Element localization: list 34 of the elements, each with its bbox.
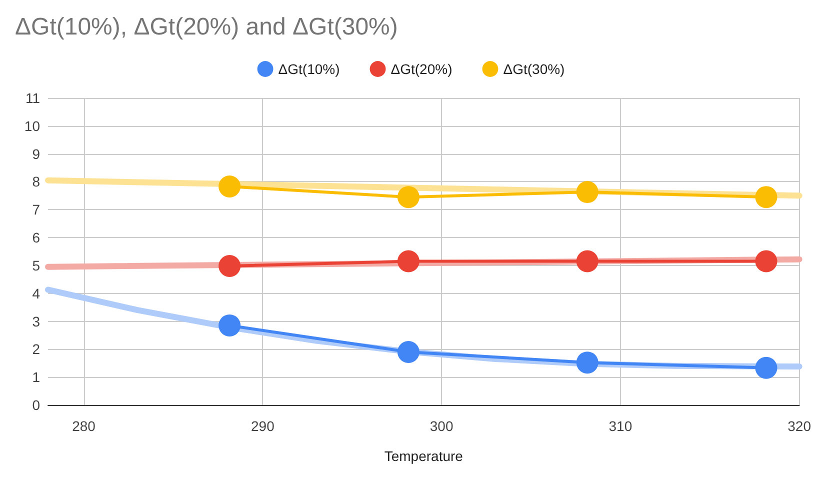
point: [218, 314, 241, 336]
x-tick-label: 280: [72, 418, 96, 434]
y-tick-label: 0: [32, 397, 40, 413]
point: [576, 352, 598, 374]
point: [576, 181, 598, 204]
x-tick-label: 310: [608, 418, 632, 434]
point: [218, 255, 241, 278]
y-tick-label: 10: [24, 118, 40, 134]
y-tick-label: 2: [32, 341, 40, 358]
legend-label: ΔGt(10%): [278, 61, 340, 77]
point: [397, 186, 420, 208]
point: [755, 186, 778, 208]
point: [397, 340, 420, 363]
y-tick-label: 8: [32, 174, 40, 190]
point: [755, 250, 778, 272]
y-tick-label: 1: [32, 369, 40, 386]
y-tick-label: 6: [32, 230, 40, 246]
y-tick-label: 5: [32, 257, 40, 274]
x-tick-label: 290: [250, 418, 275, 434]
x-tick-label: 320: [788, 418, 812, 434]
point: [576, 250, 598, 272]
point: [397, 250, 420, 272]
y-tick-label: 3: [32, 313, 40, 330]
x-axis-title: Temperature: [384, 448, 464, 464]
x-tick-label: 300: [430, 418, 454, 434]
y-tick-label: 11: [25, 90, 40, 106]
legend-label: ΔGt(20%): [390, 61, 452, 77]
y-tick-label: 9: [32, 146, 40, 162]
point: [218, 175, 241, 198]
y-tick-label: 7: [32, 202, 40, 218]
point: [755, 356, 778, 379]
legend-label: ΔGt(30%): [503, 61, 565, 77]
chart-title: ΔGt(10%), ΔGt(20%) and ΔGt(30%): [15, 14, 398, 40]
y-tick-label: 4: [32, 285, 40, 302]
